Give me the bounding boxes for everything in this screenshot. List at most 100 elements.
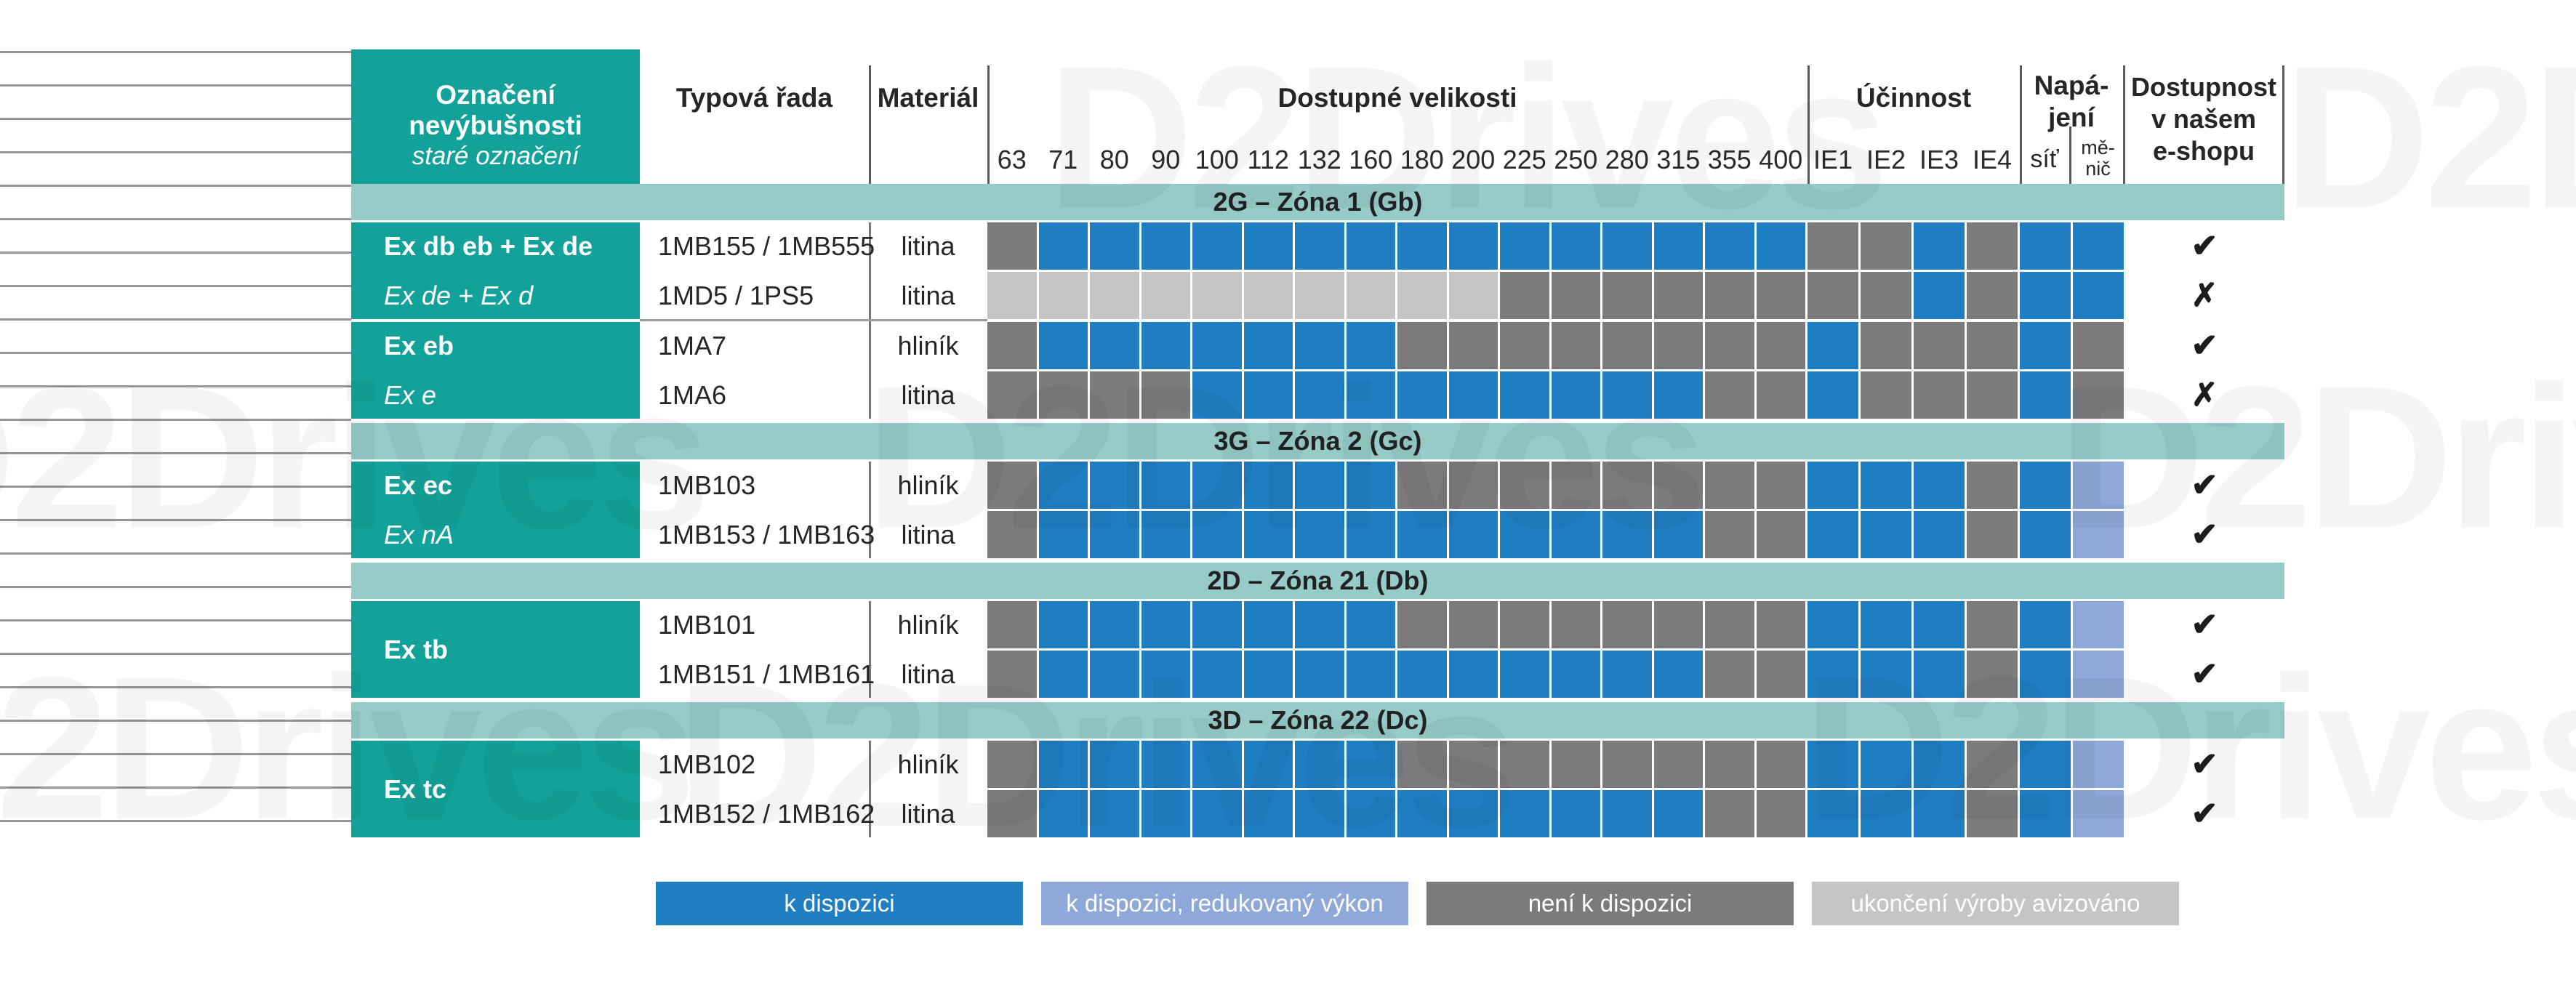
status-cell-size-63 [987, 272, 1037, 319]
table-row: 1MB152 / 1MB162 litina ✔ [351, 790, 2284, 837]
header-divider-line [1807, 65, 1810, 184]
status-cell-size-225 [1500, 651, 1549, 698]
status-cells [987, 741, 2124, 788]
status-cell-size-90 [1141, 511, 1190, 558]
size-column-header-90: 90 [1151, 145, 1181, 174]
legend-item-reduced: k dispozici, redukovaný výkon [1041, 882, 1408, 925]
status-cell-inverter [2073, 790, 2124, 837]
status-cell-size-315 [1653, 511, 1703, 558]
header-divider-line [987, 65, 990, 184]
header-divider-line [2123, 65, 2125, 184]
status-cell-size-132 [1295, 462, 1344, 509]
status-cell-size-80 [1090, 322, 1139, 369]
inverter-power-header-line2: nič [2085, 158, 2111, 180]
table-section: 3D – Zóna 22 (Dc) Ex tc 1MB102 hliník ✔ 1MB15… [351, 702, 2284, 837]
status-cell-size-100 [1192, 601, 1242, 648]
designation-block: Ex ec Ex nA [351, 462, 640, 558]
status-cell-grid [2020, 741, 2071, 788]
status-cell-size-100 [1192, 322, 1242, 369]
status-cell-ie3 [1914, 462, 1965, 509]
zone-band: 3G – Zóna 2 (Gc) [351, 423, 2284, 459]
column-divider-line [869, 601, 871, 698]
status-cell-size-250 [1551, 601, 1600, 648]
status-cell-inverter [2073, 462, 2124, 509]
status-cell-ie2 [1861, 651, 1911, 698]
type-series-value: 1MA6 [658, 380, 727, 410]
type-series-header: Typová řada [675, 83, 833, 113]
status-cell-ie2 [1861, 601, 1911, 648]
status-cell-ie3 [1914, 651, 1965, 698]
availability-table: Označení nevýbušnosti staré označení Typ… [351, 49, 2284, 837]
status-cell-size-225 [1500, 601, 1549, 648]
type-series-value: 1MB151 / 1MB161 [658, 659, 875, 689]
old-designation-header-subtitle: staré označení [412, 142, 579, 170]
eshop-availability-mark: ✔ [2191, 328, 2218, 363]
status-cell-size-250 [1551, 651, 1600, 698]
status-cells [987, 462, 2124, 509]
status-cell-ie4 [1967, 741, 2018, 788]
status-cell-ie3 [1914, 371, 1965, 419]
status-cell-size-80 [1090, 371, 1139, 419]
status-cell-ie2 [1861, 462, 1911, 509]
status-cell-ie2 [1861, 371, 1911, 419]
status-cell-size-225 [1500, 322, 1549, 369]
sizes-header-title: Dostupné velikosti [1277, 83, 1517, 113]
status-cell-ie3 [1914, 511, 1965, 558]
status-cell-ie1 [1807, 511, 1858, 558]
status-cell-size-250 [1551, 511, 1600, 558]
status-cell-size-225 [1500, 511, 1549, 558]
table-row: 1MB101 hliník ✔ [351, 601, 2284, 648]
size-column-header-100: 100 [1195, 145, 1239, 174]
status-cell-size-112 [1243, 371, 1293, 419]
status-cell-size-315 [1653, 790, 1703, 837]
status-cells [987, 222, 2124, 270]
designation-label: Ex tb [384, 634, 449, 664]
status-cell-size-90 [1141, 272, 1190, 319]
status-cell-size-100 [1192, 462, 1242, 509]
status-cell-ie4 [1967, 272, 2018, 319]
row-group: Ex ec Ex nA 1MB103 hliník ✔ 1MB153 / 1MB163 li… [351, 462, 2284, 558]
watermark: D2Drives [2283, 22, 2576, 255]
status-cell-inverter [2073, 222, 2124, 270]
table-row: 1MA7 hliník ✔ [351, 322, 2284, 369]
status-cell-ie4 [1967, 222, 2018, 270]
material-value: hliník [897, 749, 959, 779]
table-row: 1MA6 litina ✗ [351, 371, 2284, 419]
old-designation-label: Ex nA [384, 520, 454, 550]
status-cell-size-132 [1295, 741, 1344, 788]
legend-item-discontinued: ukončení výroby avizováno [1812, 882, 2179, 925]
status-cell-size-80 [1090, 601, 1139, 648]
status-cell-size-200 [1448, 272, 1498, 319]
status-cell-size-63 [987, 651, 1037, 698]
size-column-header-250: 250 [1554, 145, 1598, 174]
status-cell-ie1 [1807, 222, 1858, 270]
row-group: Ex tb 1MB101 hliník ✔ 1MB151 / 1MB161 litina ✔ [351, 601, 2284, 698]
column-divider-line [869, 741, 871, 837]
status-cell-size-63 [987, 790, 1037, 837]
material-value: litina [901, 659, 955, 689]
status-cell-ie3 [1914, 601, 1965, 648]
status-cell-grid [2020, 462, 2071, 509]
size-column-header-80: 80 [1099, 145, 1129, 174]
status-cell-grid [2020, 601, 2071, 648]
status-cell-inverter [2073, 601, 2124, 648]
status-cell-size-63 [987, 222, 1037, 270]
status-cell-size-71 [1038, 462, 1088, 509]
efficiency-class-header-ie3: IE3 [1919, 145, 1959, 174]
eshop-availability-header: Dostupnost v našem e-shopu [2123, 71, 2284, 167]
status-cell-grid [2020, 790, 2071, 837]
status-cell-size-200 [1448, 601, 1498, 648]
status-cell-ie1 [1807, 601, 1858, 648]
status-cell-inverter [2073, 322, 2124, 369]
status-cell-ie2 [1861, 272, 1911, 319]
status-cell-size-180 [1397, 462, 1447, 509]
status-cell-size-132 [1295, 601, 1344, 648]
designation-block: Ex tc [351, 741, 640, 837]
status-cell-size-160 [1346, 651, 1395, 698]
status-cell-size-400 [1756, 601, 1805, 648]
zone-band: 2G – Zóna 1 (Gb) [351, 184, 2284, 220]
eshop-availability-header-line3: e-shopu [2153, 136, 2255, 166]
group-divider-line [640, 319, 987, 321]
designation-label: Ex ec [384, 470, 453, 500]
status-cells [987, 272, 2124, 319]
